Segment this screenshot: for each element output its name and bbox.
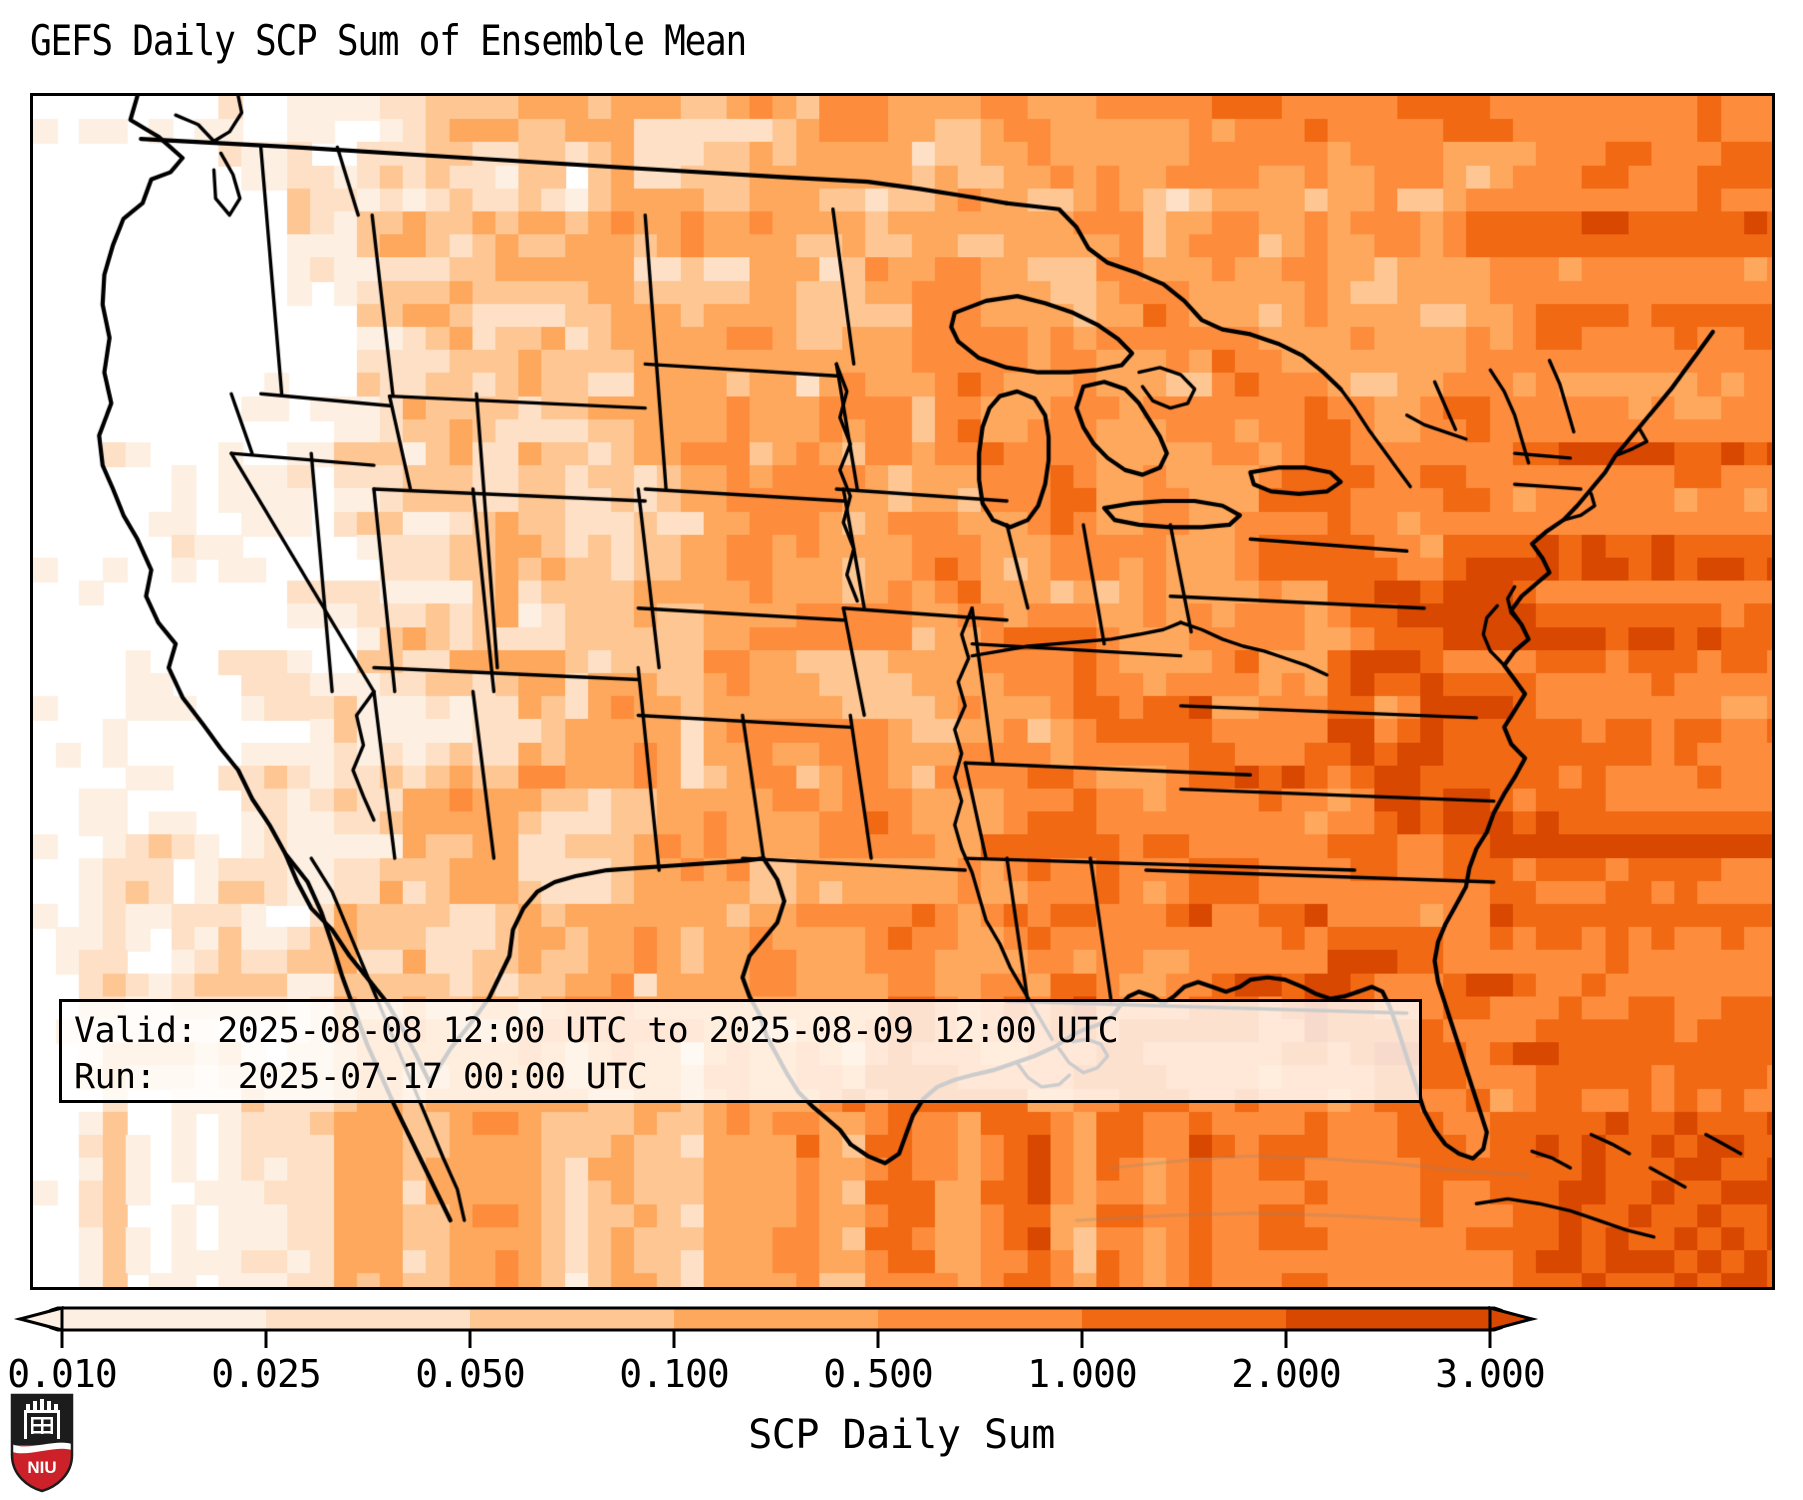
colorbar-tick-label: 2.000 — [1231, 1352, 1341, 1396]
colorbar-svg — [14, 1305, 1538, 1348]
colorbar-band — [470, 1308, 675, 1330]
valid-time-line: Valid: 2025-08-08 12:00 UTC to 2025-08-0… — [74, 1011, 1119, 1051]
niu-shield-icon: NIU — [10, 1393, 74, 1493]
forecast-info-box: Valid: 2025-08-08 12:00 UTC to 2025-08-0… — [59, 999, 1422, 1103]
colorbar — [0, 1290, 1803, 1360]
colorbar-tick-label: 0.050 — [415, 1352, 525, 1396]
colorbar-axis-label: SCP Daily Sum — [748, 1412, 1055, 1458]
scp-heatmap-canvas — [33, 96, 1772, 1287]
colorbar-tick-label: 0.100 — [619, 1352, 729, 1396]
colorbar-band — [62, 1308, 267, 1330]
colorbar-tick-labels: 0.010 0.025 0.050 0.100 0.500 1.000 2.000 3.000 — [0, 1352, 1803, 1398]
run-time-line: Run: 2025-07-17 00:00 UTC — [74, 1057, 648, 1097]
page-title: GEFS Daily SCP Sum of Ensemble Mean — [30, 16, 747, 65]
colorbar-band — [1082, 1308, 1287, 1330]
colorbar-band — [1286, 1308, 1491, 1330]
colorbar-band — [878, 1308, 1083, 1330]
svg-text:NIU: NIU — [27, 1458, 56, 1477]
colorbar-extend-right — [1488, 1306, 1538, 1332]
colorbar-tick-label: 3.000 — [1435, 1352, 1545, 1396]
niu-logo: NIU — [10, 1393, 74, 1493]
map-axes — [30, 93, 1775, 1290]
colorbar-band — [266, 1308, 471, 1330]
colorbar-tick-label: 1.000 — [1027, 1352, 1137, 1396]
colorbar-extend-left — [14, 1306, 64, 1332]
colorbar-band — [674, 1308, 879, 1330]
colorbar-tick-label: 0.025 — [211, 1352, 321, 1396]
colorbar-tick-label: 0.500 — [823, 1352, 933, 1396]
colorbar-tick-label: 0.010 — [7, 1352, 117, 1396]
